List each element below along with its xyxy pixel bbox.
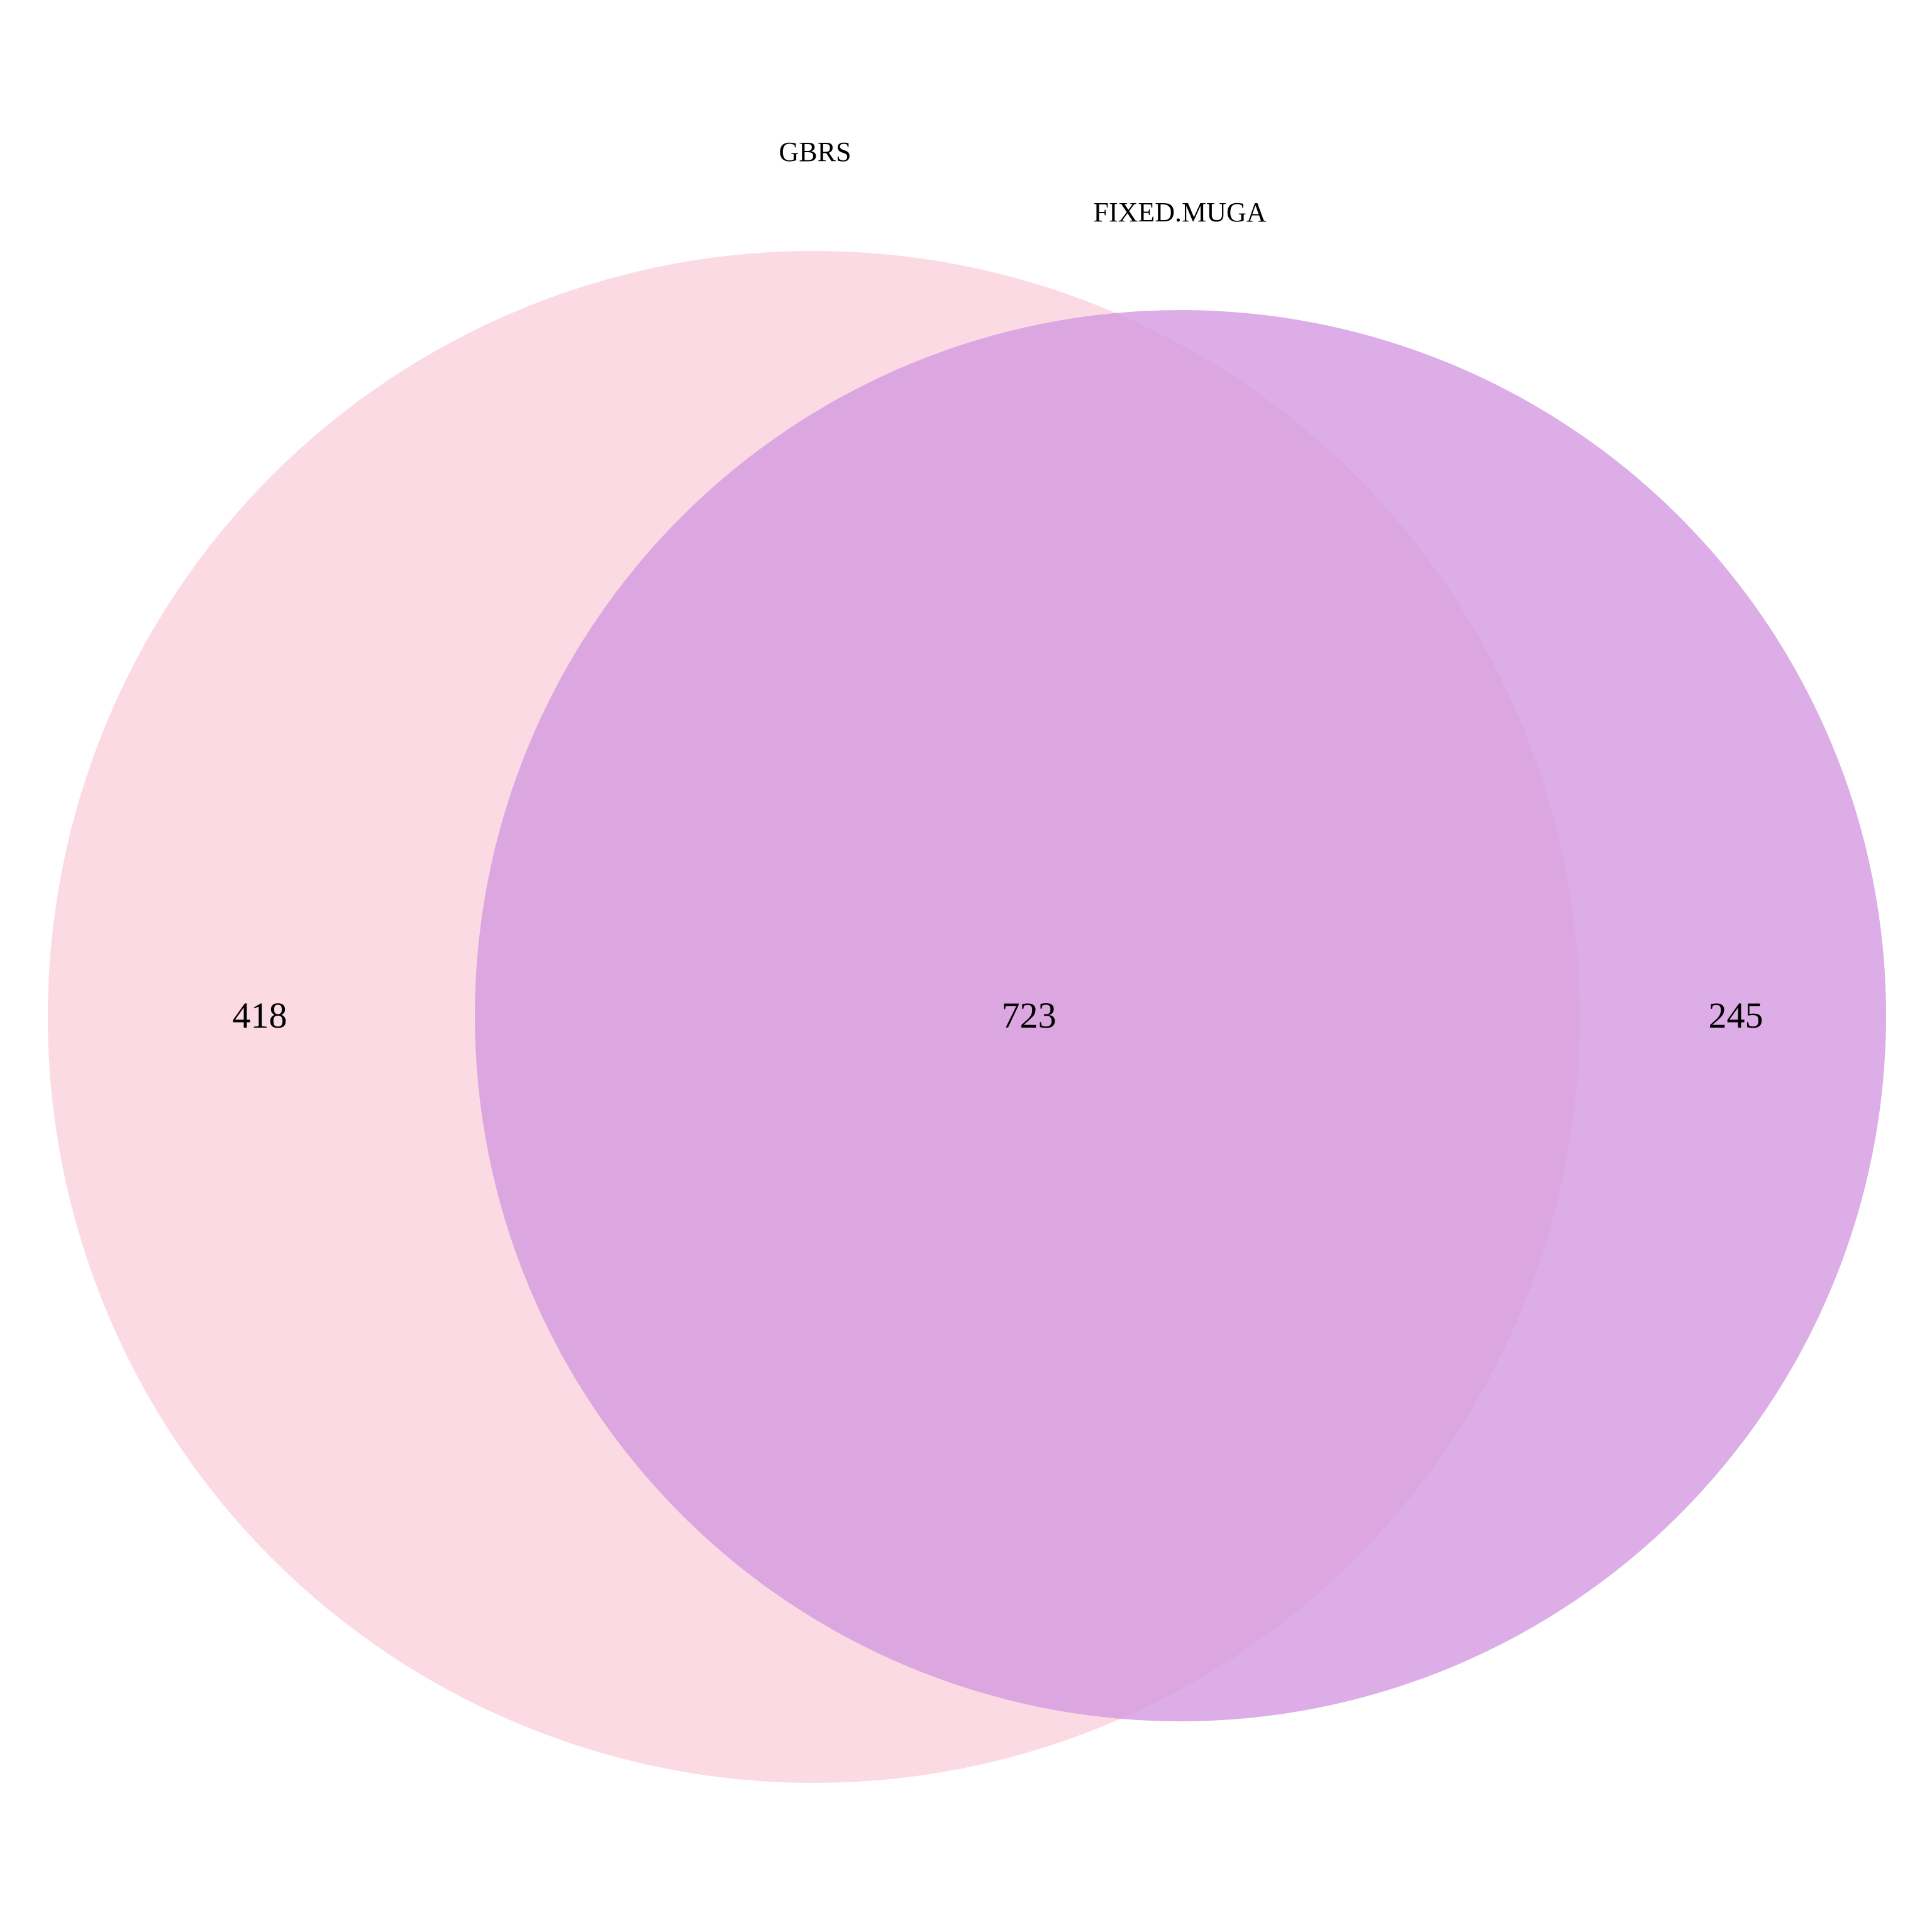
gbrs-set-label: GBRS [779, 136, 852, 167]
fixed-muga-circle [475, 310, 1886, 1721]
intersection-count: 723 [1002, 995, 1057, 1036]
gbrs-only-count: 418 [233, 995, 287, 1036]
fixed-muga-set-label: FIXED.MUGA [1094, 197, 1267, 228]
fixed-muga-only-count: 245 [1709, 995, 1763, 1036]
